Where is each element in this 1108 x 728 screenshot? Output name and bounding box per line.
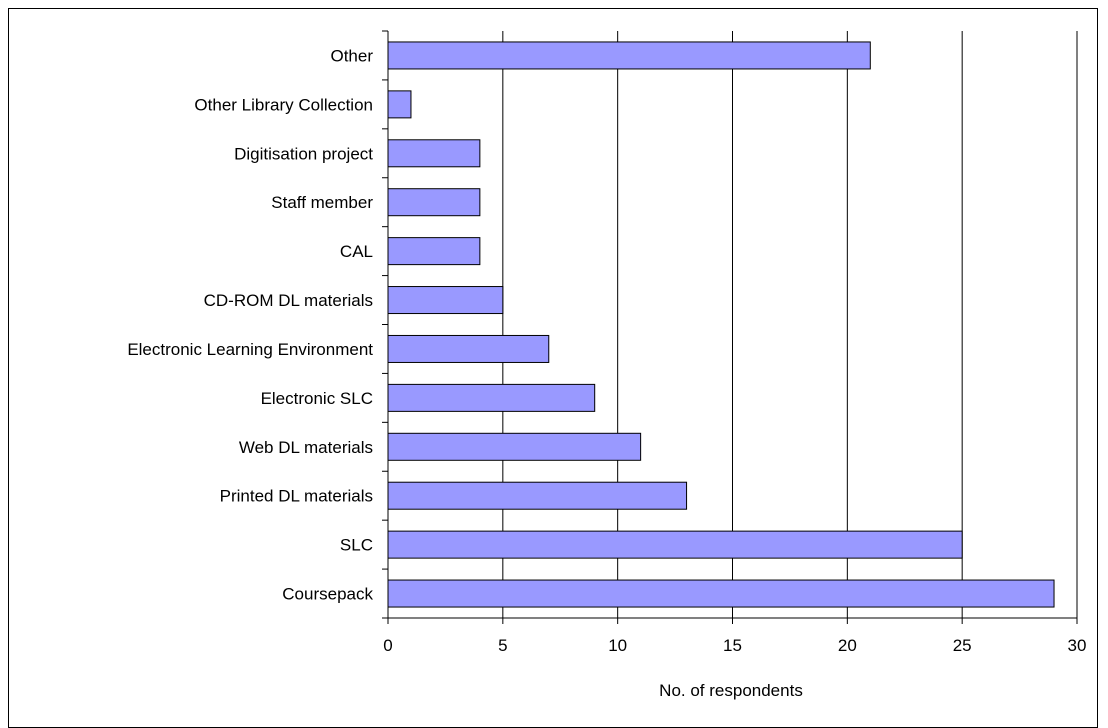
category-label: Other Library Collection (194, 95, 373, 114)
category-label: SLC (340, 536, 373, 555)
x-tick-label: 0 (383, 636, 392, 655)
x-tick-label: 10 (608, 636, 627, 655)
axes (382, 30, 1078, 624)
gridlines (502, 31, 1078, 618)
bar-3 (387, 188, 481, 217)
bars (387, 41, 1055, 608)
category-label: CAL (340, 242, 373, 261)
x-tick-label: 30 (1068, 636, 1087, 655)
x-tick-label: 5 (498, 636, 507, 655)
x-tick-label: 20 (838, 636, 857, 655)
bar-1 (387, 90, 412, 119)
bar-8 (387, 432, 642, 461)
bar-0 (387, 41, 871, 70)
chart-frame (8, 8, 1098, 728)
category-label: Other (330, 46, 373, 65)
labels: Other Other Library Collection Digitisatio… (127, 46, 1086, 655)
category-label: Coursepack (282, 585, 373, 604)
bar-6 (387, 334, 550, 363)
bar-7 (387, 383, 596, 412)
category-label: Electronic SLC (261, 389, 373, 408)
category-label: Printed DL materials (220, 487, 373, 506)
category-label: Electronic Learning Environment (127, 340, 373, 359)
x-axis-title: No. of respondents (659, 681, 803, 700)
x-tick-label: 15 (723, 636, 742, 655)
category-label: CD-ROM DL materials (204, 291, 373, 310)
category-label: Digitisation project (234, 144, 373, 163)
category-label: Web DL materials (239, 438, 373, 457)
bar-10 (387, 530, 963, 559)
category-label: Staff member (271, 193, 373, 212)
bar-4 (387, 237, 481, 266)
bar-5 (387, 286, 504, 315)
bar-11 (387, 579, 1055, 608)
bar-2 (387, 139, 481, 168)
x-tick-label: 25 (953, 636, 972, 655)
bar-9 (387, 481, 688, 510)
